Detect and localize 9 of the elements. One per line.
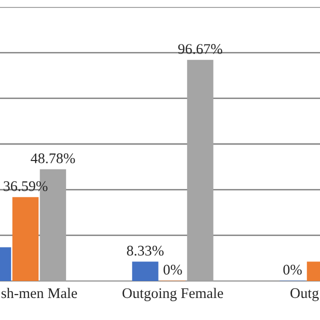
data-label: 36.59%: [4, 181, 48, 192]
data-label: 0%: [283, 264, 302, 275]
data-label: 0%: [164, 264, 182, 275]
x-tick-label: Outg: [290, 288, 319, 302]
data-label: 48.78%: [30, 153, 75, 164]
x-tick-label: sh-men Male: [2, 288, 77, 298]
data-label: 96.67%: [178, 44, 222, 54]
x-tick-label: Outgoing Female: [122, 288, 224, 302]
data-label: 8.33%: [126, 246, 164, 256]
